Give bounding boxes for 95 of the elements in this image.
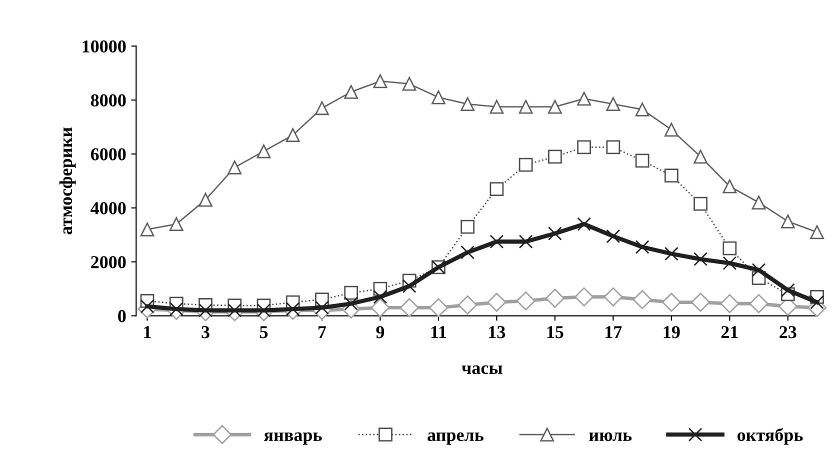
point xyxy=(606,229,620,244)
x-tick-label: 23 xyxy=(780,326,796,338)
point xyxy=(228,303,242,318)
point xyxy=(169,302,184,316)
point xyxy=(490,100,504,114)
point xyxy=(344,286,358,300)
point xyxy=(606,97,620,112)
point xyxy=(722,241,737,256)
point xyxy=(402,76,416,91)
point xyxy=(664,168,678,182)
point xyxy=(460,220,475,234)
y-tick-label: 4000 xyxy=(90,202,126,214)
point xyxy=(487,292,506,312)
point xyxy=(518,234,533,249)
point xyxy=(577,92,592,106)
x-tick-label: 21 xyxy=(721,326,738,338)
point xyxy=(548,100,562,114)
point xyxy=(402,279,416,294)
point xyxy=(722,256,737,270)
point xyxy=(635,102,650,116)
point xyxy=(662,292,681,312)
point xyxy=(373,74,388,88)
point xyxy=(574,287,594,306)
point xyxy=(315,101,329,116)
point xyxy=(548,150,562,164)
point xyxy=(722,179,737,194)
point xyxy=(606,140,620,154)
point xyxy=(749,294,768,314)
point xyxy=(664,246,678,261)
point xyxy=(460,245,475,260)
point xyxy=(780,214,795,228)
x-tick-label: 19 xyxy=(664,326,680,338)
point xyxy=(810,295,824,310)
point xyxy=(548,226,562,240)
x-tick-label: 7 xyxy=(318,326,326,338)
point xyxy=(810,225,824,240)
y-tick-label: 6000 xyxy=(90,148,126,160)
point xyxy=(691,292,710,312)
point xyxy=(545,288,564,308)
point xyxy=(140,222,154,236)
y-tick-label: 8000 xyxy=(90,94,126,106)
y-tick-label: 10000 xyxy=(82,40,126,53)
point xyxy=(632,290,652,310)
point xyxy=(490,234,504,249)
point xyxy=(228,160,242,174)
point xyxy=(752,262,766,277)
point xyxy=(370,298,390,318)
point xyxy=(286,128,300,142)
point xyxy=(286,302,300,316)
point xyxy=(198,303,212,318)
x-tick-label: 3 xyxy=(202,326,210,338)
point xyxy=(344,85,358,99)
point xyxy=(256,303,271,318)
x-axis-title: часы xyxy=(462,365,502,374)
point xyxy=(140,299,154,314)
x-tick-label: 1 xyxy=(144,326,151,338)
y-axis-title: атмосферики xyxy=(59,127,76,234)
legend-label: апрель xyxy=(428,432,484,445)
x-tick-label: 17 xyxy=(606,326,622,338)
point xyxy=(458,295,478,315)
point xyxy=(720,294,740,314)
point xyxy=(518,100,533,114)
legend-label: июль xyxy=(589,432,632,442)
x-tick-label: 9 xyxy=(376,326,384,338)
y-tick-label: 0 xyxy=(118,310,126,322)
point xyxy=(198,192,212,207)
point xyxy=(664,122,678,137)
point xyxy=(635,154,650,168)
point xyxy=(635,240,650,254)
point xyxy=(432,90,446,104)
point xyxy=(604,287,623,306)
x-tick-label: 11 xyxy=(431,326,446,338)
y-tick-label: 2000 xyxy=(91,256,126,268)
point xyxy=(428,298,448,318)
point xyxy=(516,291,536,310)
point xyxy=(752,196,766,210)
point xyxy=(577,140,592,154)
point xyxy=(694,196,708,211)
point xyxy=(400,298,419,318)
point xyxy=(518,158,533,172)
point xyxy=(490,182,504,196)
point xyxy=(256,144,271,158)
point xyxy=(694,252,708,266)
x-tick-label: 5 xyxy=(260,326,268,338)
point xyxy=(694,150,708,164)
legend-label: октябрь xyxy=(738,428,803,445)
point xyxy=(315,300,329,315)
x-tick-label: 15 xyxy=(547,326,564,338)
point xyxy=(577,217,592,232)
point xyxy=(169,217,184,232)
x-tick-label: 13 xyxy=(489,326,506,338)
point xyxy=(780,283,795,298)
legend-label: январь xyxy=(264,432,322,445)
point xyxy=(373,290,388,304)
point xyxy=(460,97,475,112)
